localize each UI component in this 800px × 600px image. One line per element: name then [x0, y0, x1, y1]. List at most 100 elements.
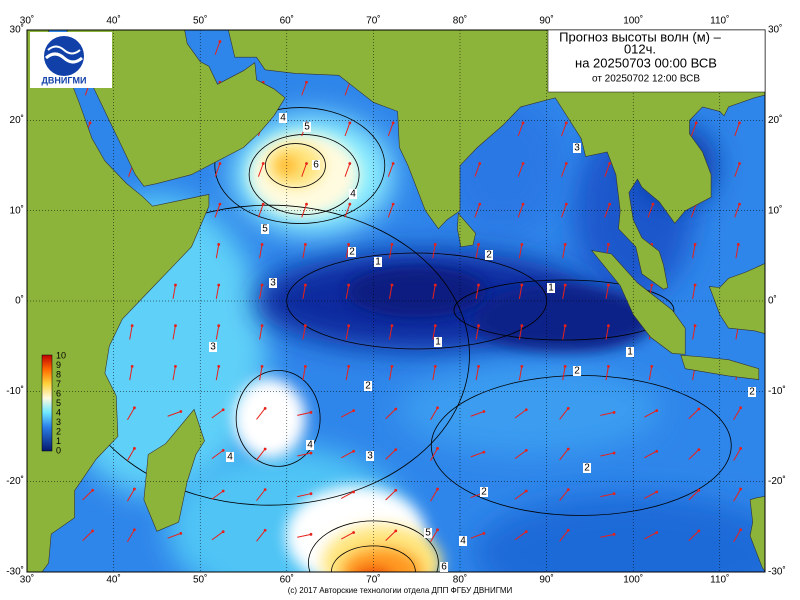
wave-arrow [514, 489, 528, 500]
arrow-head [130, 364, 134, 368]
arrow-shaft [172, 366, 176, 381]
wave-arrow [432, 364, 437, 381]
wave-arrow [644, 531, 659, 540]
wave-arrow [215, 243, 221, 259]
wave-arrow [211, 448, 225, 460]
arrow-shaft [733, 529, 742, 543]
arrow-head [521, 162, 525, 165]
arrow-shaft [562, 284, 566, 299]
arrow-head [655, 531, 659, 534]
arrow-head [477, 364, 480, 368]
arrow-shaft [302, 325, 306, 340]
arrow-head [390, 283, 394, 287]
arrow-shaft [259, 366, 263, 381]
arrow-shaft [82, 530, 94, 542]
arrow-shaft [259, 325, 263, 340]
arrow-shaft [172, 325, 176, 340]
arrow-shaft [688, 530, 700, 542]
arrow-shaft [644, 532, 657, 540]
wave-arrow [387, 162, 395, 177]
arrow-head [520, 243, 524, 246]
arrow-head [303, 243, 307, 246]
wave-arrow [514, 530, 528, 541]
arrow-shaft [517, 122, 524, 137]
arrow-head [217, 243, 221, 246]
wave-arrow [600, 492, 616, 498]
wave-arrow [256, 528, 267, 542]
arrow-shaft [211, 449, 224, 460]
arrow-head [521, 202, 525, 206]
wave-arrow [562, 364, 567, 381]
arrow-head [612, 451, 616, 455]
arrow-head [91, 488, 95, 492]
arrow-head [133, 447, 136, 450]
contour-label-bg [349, 189, 357, 199]
arrow-head [436, 447, 439, 450]
arrow-head [477, 243, 480, 246]
arrow-shaft [387, 122, 394, 137]
arrow-head [655, 409, 659, 412]
arrow-head [221, 408, 225, 412]
wave-arrow [211, 408, 225, 419]
arrow-head [309, 411, 313, 414]
wave-arrow [126, 528, 136, 543]
arrow-shaft [387, 163, 394, 177]
arrow-head [260, 243, 264, 246]
arrow-shaft [259, 244, 263, 259]
wave-arrow [345, 283, 351, 299]
lon-label: 60˚ [280, 15, 294, 27]
arrow-shaft [517, 163, 524, 177]
arrow-head [564, 202, 568, 206]
arrow-shaft [257, 203, 264, 218]
arrow-head [608, 162, 612, 165]
contour-label-bg [348, 247, 356, 257]
lat-label: -10˚ [768, 385, 786, 397]
arrow-head [394, 407, 398, 411]
logo-text: ДВНИГМИ [42, 75, 87, 85]
arrow-head [309, 451, 313, 455]
arrow-shaft [648, 366, 653, 381]
arrow-head [263, 447, 267, 451]
wave-arrow [297, 532, 313, 538]
arrow-shaft [259, 284, 263, 299]
arrow-head [612, 492, 616, 496]
arrow-head [607, 243, 610, 246]
arrow-head [348, 162, 352, 165]
arrow-shaft [561, 163, 567, 177]
arrow-shaft [647, 203, 654, 218]
arrow-shaft [385, 489, 397, 501]
contour-label: 1 [548, 283, 554, 294]
wave-arrow [214, 162, 222, 177]
arrow-shaft [559, 489, 569, 501]
arrow-shaft [605, 284, 609, 299]
contour-label: 2 [749, 387, 755, 398]
arrow-head [179, 410, 183, 413]
colorbar-label: 5 [56, 398, 61, 408]
arrow-shaft [475, 325, 480, 340]
contour-label-bg [269, 278, 277, 288]
arrow-head [697, 529, 701, 533]
arrow-head [390, 364, 394, 368]
wave-arrow [82, 529, 95, 542]
colorbar-label: 9 [56, 360, 61, 370]
contour-line [453, 279, 675, 341]
contour-label-bg [312, 160, 320, 170]
arrow-head [391, 121, 395, 125]
wave-arrow [211, 489, 225, 500]
arrow-head [260, 324, 264, 328]
arrow-shaft [644, 410, 657, 418]
arrow-shaft [297, 452, 312, 457]
arrow-head [693, 243, 697, 246]
wave-arrow [345, 364, 351, 381]
wave-arrow [432, 243, 437, 259]
arrow-shaft [297, 533, 312, 538]
wave-arrow [345, 243, 351, 259]
arrow-shaft [389, 284, 393, 299]
arrow-shaft [344, 82, 351, 96]
wave-arrow [559, 406, 570, 420]
map-frame [26, 29, 766, 573]
contour-label: 4 [460, 536, 466, 547]
wave-arrow [605, 324, 610, 340]
contour-label: 5 [425, 528, 431, 539]
wave-arrow [257, 202, 265, 218]
